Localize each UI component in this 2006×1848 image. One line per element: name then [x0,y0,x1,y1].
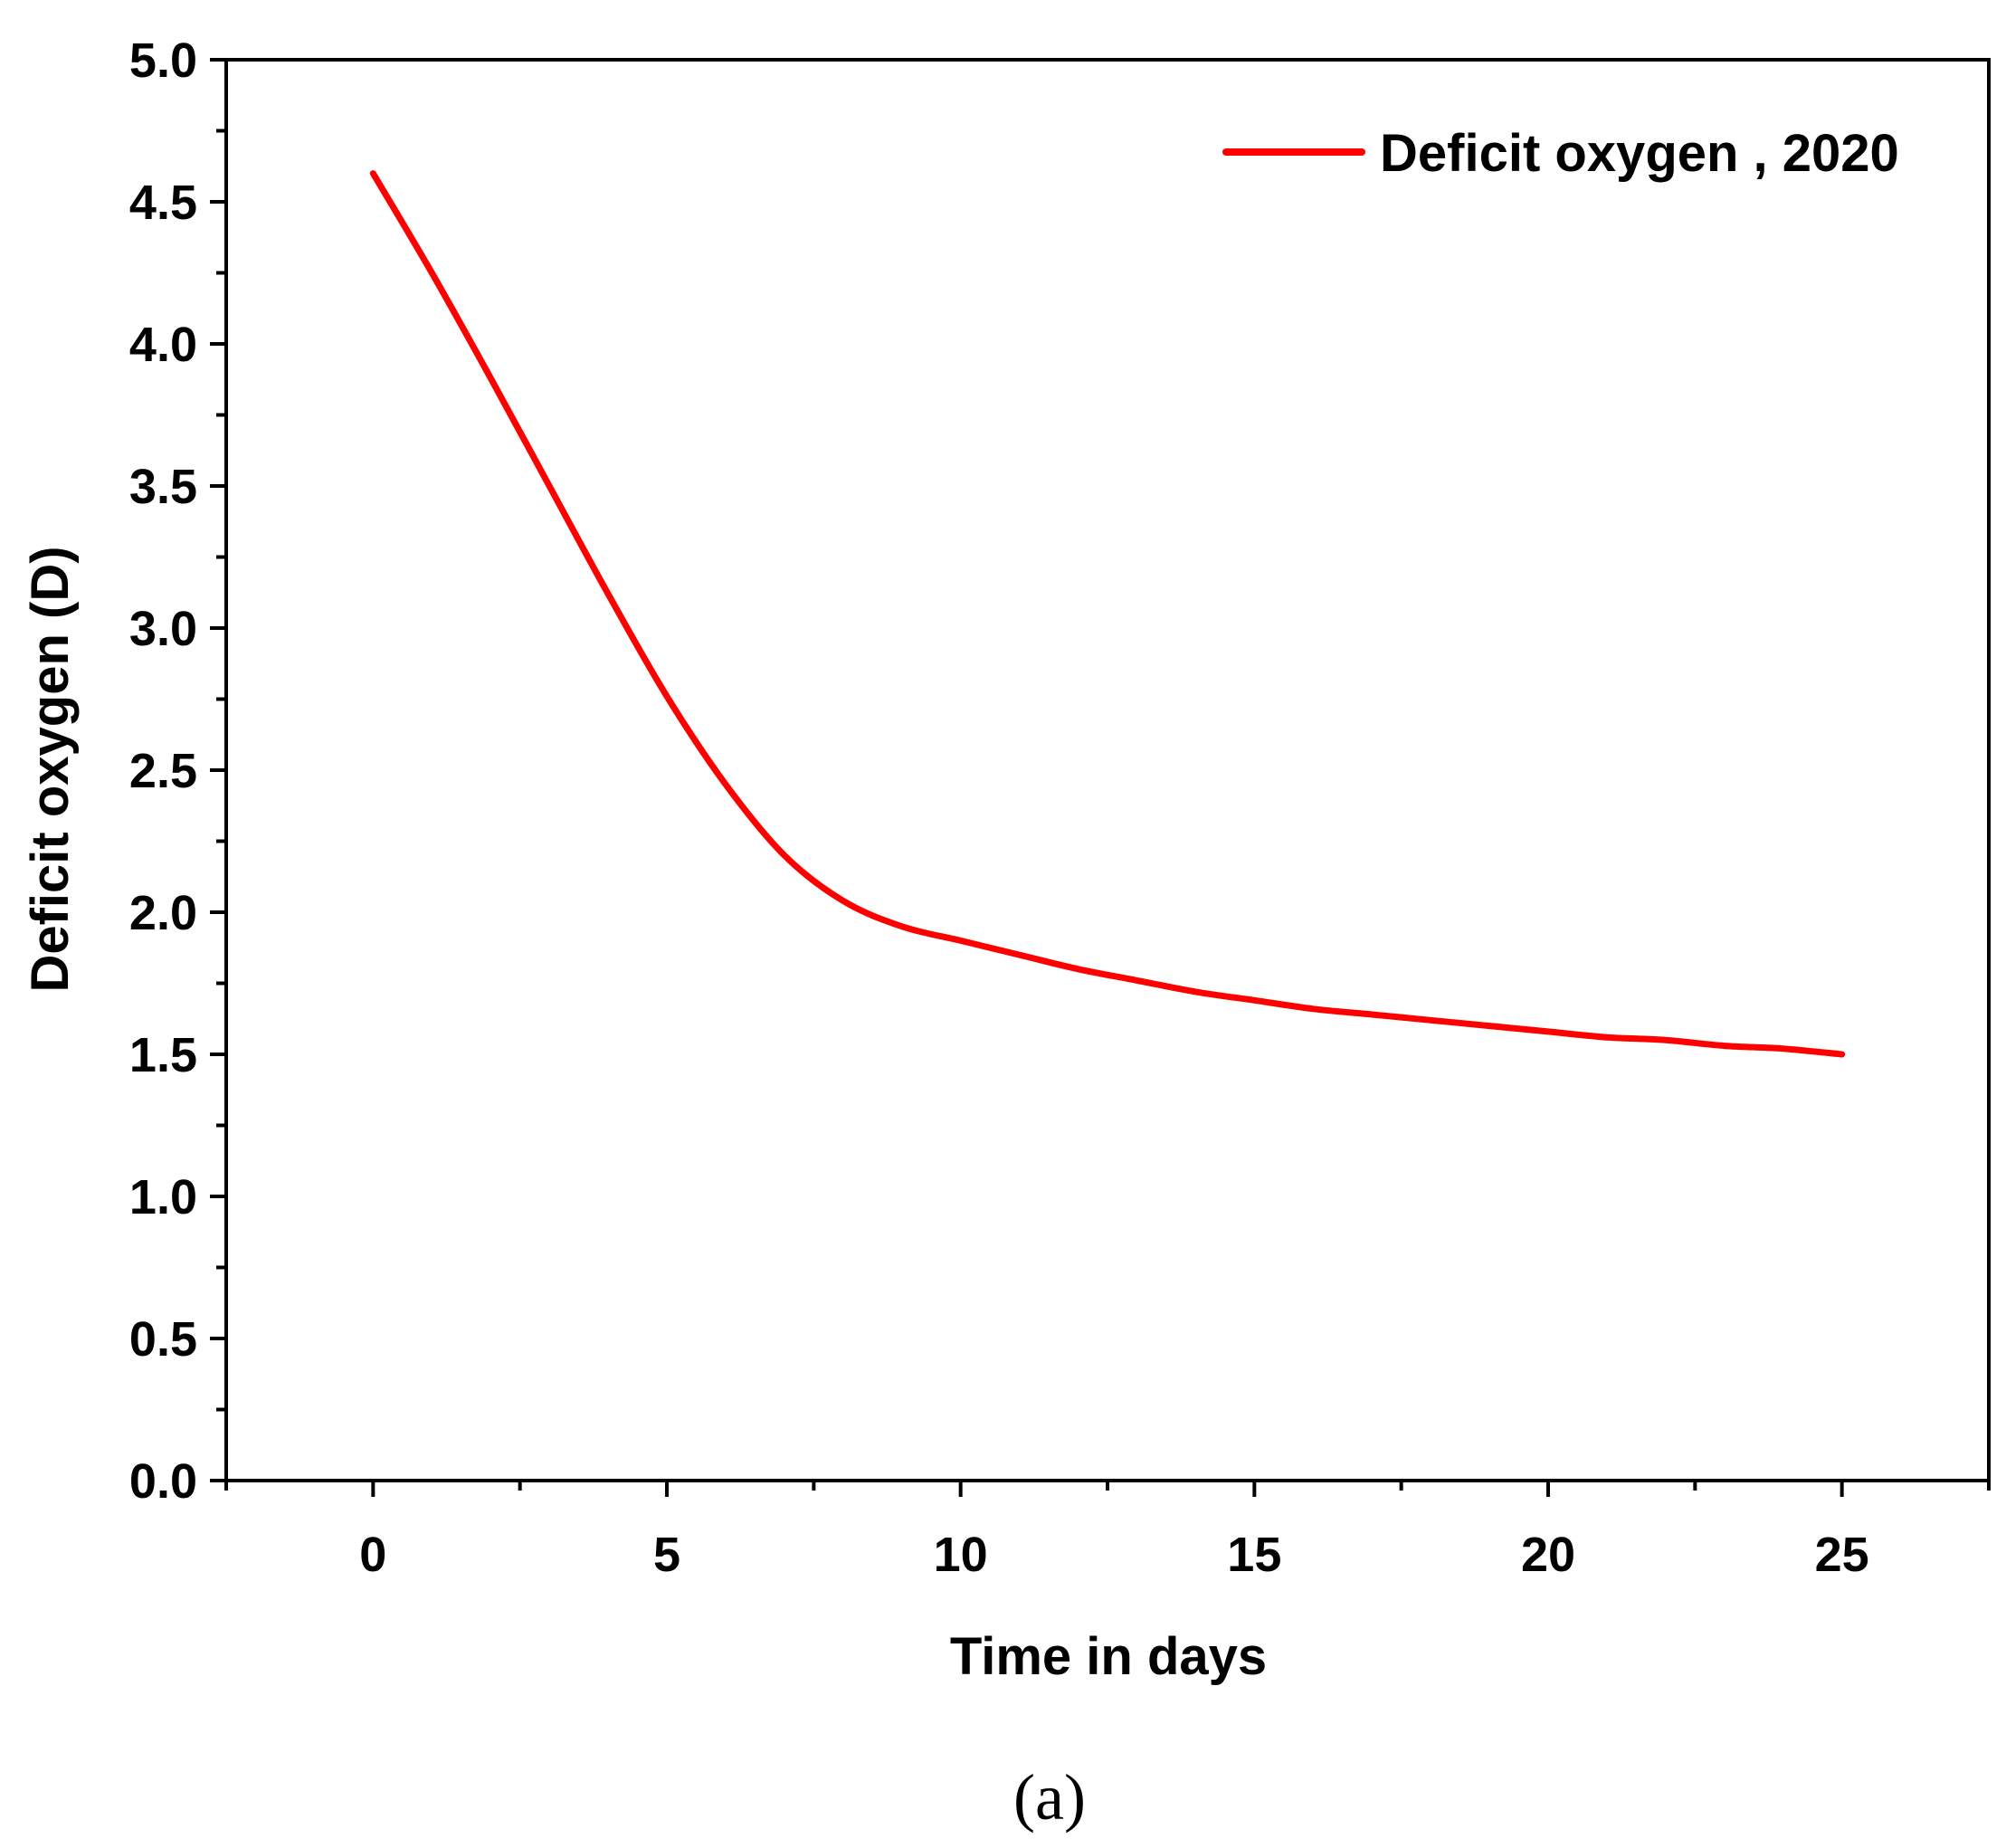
y-tick-label: 3.5 [129,460,197,514]
y-tick-label: 1.5 [129,1028,197,1082]
y-axis-ticks: 0.0 0.5 1.0 1.5 2.0 2.5 3.0 3.5 4.0 4.5 5.0 [129,33,226,1509]
y-tick-label: 4.5 [129,176,197,230]
y-tick-label: 5.0 [129,33,197,88]
y-tick-label: 1.0 [129,1170,197,1224]
y-tick-label: 3.0 [129,602,197,656]
axes [224,58,1991,1482]
x-axis-title: Time in days [950,1627,1267,1686]
series-layer [369,170,1846,1058]
y-tick-label: 0.0 [129,1454,197,1509]
y-tick-label: 0.5 [129,1312,197,1367]
legend: Deficit oxygen , 2020 [1222,124,1899,183]
x-tick-label: 10 [934,1528,988,1582]
x-tick-label: 5 [653,1528,680,1582]
x-tick-label: 0 [359,1528,386,1582]
x-axis-ticks: 0 5 10 15 20 25 [224,1481,1991,1582]
x-tick-label: 20 [1521,1528,1575,1582]
y-tick-label: 2.0 [129,886,197,940]
y-tick-label: 4.0 [129,318,197,372]
x-tick-label: 25 [1815,1528,1869,1582]
plot-frame [224,58,1991,1482]
legend-label: Deficit oxygen , 2020 [1380,124,1899,183]
x-tick-label: 15 [1227,1528,1281,1582]
y-axis-title: Deficit oxygen (D) [21,546,80,992]
figure-caption: (a) [1013,1761,1086,1834]
y-tick-label: 2.5 [129,744,197,798]
series-line-deficit-oxygen [369,170,1846,1058]
